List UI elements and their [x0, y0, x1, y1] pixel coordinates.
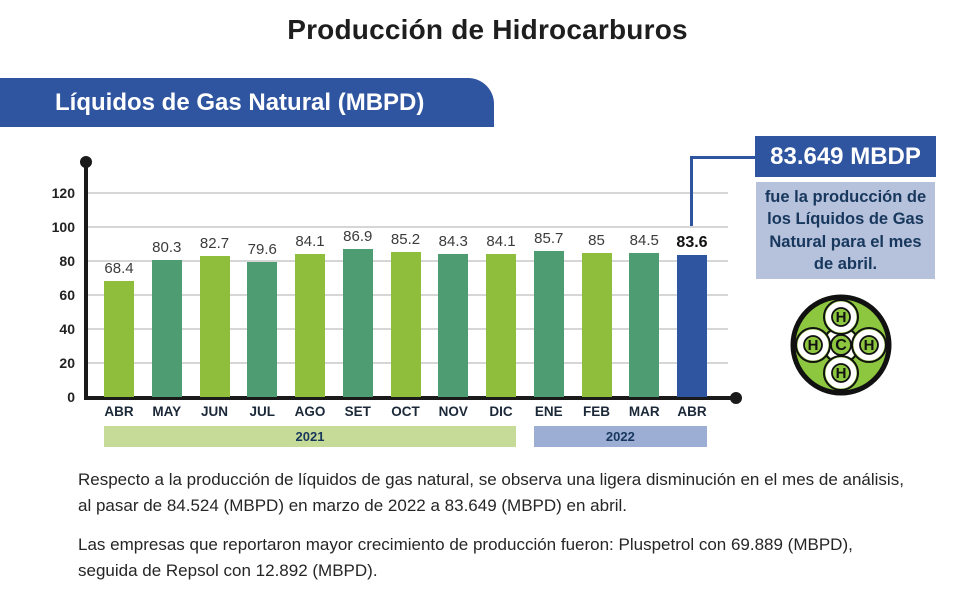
callout-headline-box: 83.649 MBDP: [755, 136, 936, 177]
x-tick-label-oct-6: OCT: [391, 404, 420, 419]
section-banner-label: Líquidos de Gas Natural (MBPD): [55, 88, 425, 116]
bar-value-label-0: 68.4: [104, 259, 134, 277]
x-tick-label-may-1: MAY: [152, 404, 182, 419]
y-tick-label-40: 40: [59, 321, 75, 337]
x-axis-end-dot: [730, 392, 742, 404]
bar-oct-6: [390, 252, 421, 397]
bar-nov-7: [438, 253, 469, 397]
bar-value-label-5: 86.9: [343, 228, 373, 246]
callout-headline-text: 83.649 MBDP: [770, 142, 921, 170]
bar-jul-3: [247, 261, 278, 397]
gridline-120: [87, 192, 728, 194]
x-tick-label-mar-11: MAR: [628, 404, 660, 419]
x-tick-label-set-5: SET: [344, 404, 371, 419]
bar-value-label-7: 84.3: [438, 232, 468, 250]
bar-abr-0: [104, 280, 134, 397]
molecule-hydrogen-atoms: H H H H: [795, 299, 887, 391]
x-tick-label-ene-9: ENE: [534, 404, 563, 419]
section-banner: Líquidos de Gas Natural (MBPD): [0, 78, 494, 127]
y-axis-end-dot: [80, 156, 92, 168]
x-tick-label-nov-7: NOV: [438, 404, 468, 419]
bar-value-label-1: 80.3: [152, 239, 182, 257]
bar-set-5: [342, 249, 373, 397]
callout-body-box: fue la producción de los Líquidos de Gas…: [756, 182, 935, 279]
callout-body-text: fue la producción de los Líquidos de Gas…: [764, 187, 927, 273]
y-tick-label-120: 120: [51, 185, 75, 201]
molecule-carbon-letter: C: [835, 337, 847, 354]
bar-feb-10: [581, 252, 612, 397]
y-tick-label-60: 60: [59, 287, 75, 303]
y-axis-line: [84, 160, 88, 400]
x-tick-label-abr-0: ABR: [104, 404, 134, 419]
bar-value-label-6: 85.2: [390, 231, 421, 249]
gridline-100: [87, 226, 728, 228]
year-band-2022: 2022: [533, 426, 707, 447]
bar-value-label-10: 85: [588, 231, 605, 249]
y-tick-label-0: 0: [67, 389, 75, 405]
x-axis-line: [84, 396, 736, 400]
analysis-paragraph-1: Respecto a la producción de líquidos de …: [78, 470, 904, 515]
bar-value-label-3: 79.6: [247, 240, 277, 258]
bar-dic-8: [486, 254, 516, 397]
callout-connector-vertical: [690, 156, 693, 226]
bar-value-label-9: 85.7: [534, 230, 564, 248]
methane-molecule-icon: H H H H C: [790, 294, 892, 396]
bar-value-label-12: 83.6: [676, 233, 708, 251]
bar-value-label-4: 84.1: [295, 233, 325, 251]
bar-abr-12: [677, 254, 707, 397]
svg-text:H: H: [864, 337, 875, 354]
bar-mar-11: [629, 253, 660, 397]
bar-value-label-8: 84.1: [486, 233, 516, 251]
y-tick-label-100: 100: [51, 219, 75, 235]
bar-ago-4: [295, 254, 325, 397]
x-tick-label-jul-3: JUL: [249, 404, 275, 419]
page-title: Producción de Hidrocarburos: [287, 14, 688, 45]
svg-text:H: H: [836, 365, 847, 382]
bar-value-label-11: 84.5: [629, 232, 659, 250]
bar-value-label-2: 82.7: [199, 235, 230, 253]
x-tick-label-dic-8: DIC: [489, 404, 513, 419]
x-tick-label-feb-10: FEB: [583, 404, 610, 419]
bar-may-1: [151, 260, 182, 397]
bar-ene-9: [533, 251, 564, 397]
x-tick-label-jun-2: JUN: [200, 404, 228, 419]
x-tick-label-ago-4: AGO: [294, 404, 326, 419]
svg-text:H: H: [836, 309, 847, 326]
x-tick-label-abr-12: ABR: [677, 404, 707, 419]
callout-connector-horizontal: [690, 156, 756, 159]
analysis-paragraph-2: Las empresas que reportaron mayor crecim…: [78, 535, 853, 580]
bar-jun-2: [199, 256, 230, 397]
y-tick-label-80: 80: [59, 253, 75, 269]
year-band-2021: 2021: [104, 426, 516, 447]
y-tick-label-20: 20: [59, 355, 75, 371]
svg-text:H: H: [808, 337, 819, 354]
